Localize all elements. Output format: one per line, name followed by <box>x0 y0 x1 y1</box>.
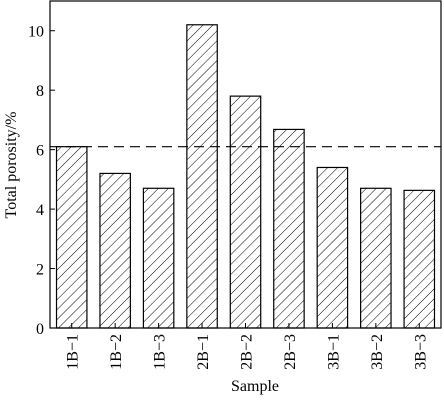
y-axis-label: Total porosity/% <box>3 112 20 219</box>
y-tick-label: 6 <box>36 143 44 160</box>
x-tick-label: 2B−2 <box>239 334 256 370</box>
x-tick-label: 1B−2 <box>108 334 125 370</box>
bar <box>403 189 436 329</box>
x-tick-label: 3B−3 <box>412 334 429 370</box>
y-tick-label: 4 <box>36 202 44 219</box>
bar <box>186 24 218 329</box>
y-tick-label: 8 <box>36 83 44 100</box>
plot-frame <box>49 0 442 329</box>
x-tick-label: 1B−1 <box>65 334 82 370</box>
y-tick-label: 0 <box>36 321 44 338</box>
x-tick-label: 2B−3 <box>282 334 299 370</box>
y-tick-label: 2 <box>36 262 44 279</box>
x-tick-label: 3B−1 <box>325 334 342 370</box>
x-tick-label: 2B−1 <box>195 334 212 370</box>
bar <box>229 95 262 329</box>
y-tick-label: 10 <box>28 24 44 41</box>
x-axis-label: Sample <box>231 378 279 395</box>
bar <box>360 187 392 329</box>
x-tick-label: 1B−3 <box>152 334 169 370</box>
bar <box>142 187 175 329</box>
bar <box>273 128 305 329</box>
bar <box>99 172 131 329</box>
bar <box>316 166 349 329</box>
bar <box>55 146 88 329</box>
x-tick-label: 3B−2 <box>369 334 386 370</box>
